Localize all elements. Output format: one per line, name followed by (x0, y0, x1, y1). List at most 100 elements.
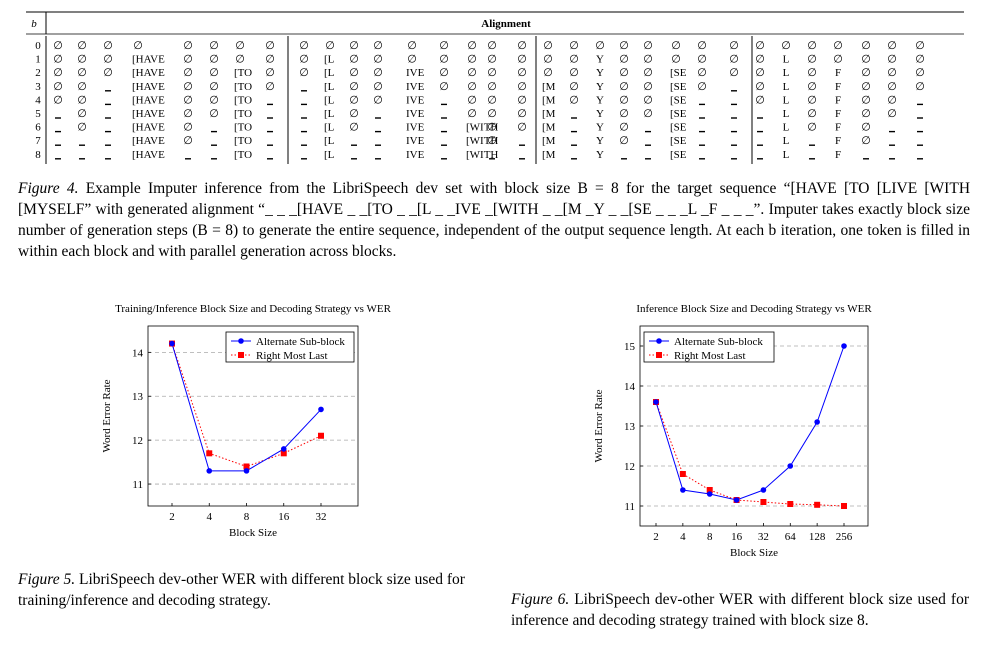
token-cell: IVE (406, 108, 425, 120)
token-cell: ∅ (439, 54, 449, 66)
token-cell: ∅ (729, 54, 739, 66)
table-row: 0 ∅ ∅ ∅ ∅ ∅ ∅ ∅ ∅ ∅ ∅ ∅ ∅ ∅ ∅ ∅ ∅ ∅ ∅ ∅ ∅ ∅ ∅ ∅ ∅ ∅ ∅ ∅ ∅ ∅ ∅ ∅ ∅ (35, 40, 925, 52)
figure-5-caption: Figure 5. LibriSpeech dev-other WER with… (18, 569, 488, 611)
token-cell: ∅ (487, 94, 497, 106)
plot-frame (147, 325, 359, 507)
token-cell: ∅ (373, 81, 383, 93)
token-cell: ∅ (77, 94, 87, 106)
token-cell: Y (596, 122, 604, 134)
chart-title: Inference Block Size and Decoding Strate… (636, 303, 872, 315)
token-cell: F (835, 135, 841, 147)
table-row: 7 [HAVE ∅ [TO [L IVE [WITH∅ [M Y ∅ [SE L F ∅ (35, 135, 923, 147)
data-point-alternate-sub-block (787, 463, 794, 469)
token-cell: ∅ (349, 81, 359, 93)
token-cell: ∅ (887, 94, 897, 106)
data-point-right-most-last (280, 450, 287, 457)
x-tick-label: 4 (680, 531, 686, 543)
token-cell: Y (596, 149, 604, 161)
token-cell: L (783, 122, 790, 134)
data-point-alternate-sub-block (814, 419, 820, 425)
token-cell: ∅ (77, 81, 87, 93)
token-cell: ∅ (235, 40, 245, 52)
data-point-right-most-last (706, 487, 713, 493)
token-cell: ∅ (861, 40, 871, 52)
token-cell: IVE (406, 81, 425, 93)
figure-4-label: Figure 4. (18, 180, 79, 197)
x-tick-label: 2 (169, 511, 175, 523)
token-cell: [TO (234, 122, 252, 134)
token-cell: [L (324, 81, 335, 93)
token-cell: ∅ (209, 54, 219, 66)
token-cell: ∅ (487, 108, 497, 120)
legend-marker (656, 352, 662, 358)
token-cell: ∅ (569, 54, 579, 66)
data-point-right-most-last (814, 501, 821, 508)
token-cell: ∅ (643, 94, 653, 106)
token-cell: ∅ (349, 54, 359, 66)
x-tick-label: 2 (653, 531, 659, 543)
token-cell: [SE (670, 94, 687, 106)
token-cell: [L (324, 94, 335, 106)
token-cell: ∅ (543, 67, 553, 79)
token-cell: ∅ (619, 135, 629, 147)
token-cell: ∅ (755, 40, 765, 52)
series-line-alternate-sub-block (171, 343, 322, 472)
token-cell: ∅ (807, 81, 817, 93)
token-cell: [M (542, 122, 556, 134)
token-cell: ∅ (183, 67, 193, 79)
data-point-right-most-last (760, 499, 767, 505)
token-cell: [WITH (466, 149, 498, 161)
token-cell: ∅ (569, 40, 579, 52)
token-cell: ∅ (325, 40, 335, 52)
token-cell: ∅ (697, 81, 707, 93)
token-cell: ∅ (755, 54, 765, 66)
data-point-alternate-sub-block (169, 340, 175, 347)
y-tick-label: 14 (624, 381, 636, 393)
token-cell: F (835, 94, 841, 106)
token-cell: [M (542, 94, 556, 106)
token-cell: IVE (406, 149, 425, 161)
token-cell: ∅ (77, 122, 87, 134)
token-cell: ∅ (439, 81, 449, 93)
token-cell: ∅ (887, 108, 897, 120)
token-cell: [TO (234, 108, 252, 120)
token-cell: Y (596, 135, 604, 147)
token-cell: ∅ (595, 40, 605, 52)
token-cell: ∅ (103, 67, 113, 79)
y-tick-label: 12 (624, 461, 635, 473)
b-column-header: b (31, 18, 37, 30)
x-axis-label: Block Size (229, 527, 277, 539)
row-b-value: 4 (35, 94, 41, 106)
token-cell: [HAVE (132, 149, 165, 161)
token-cell: F (835, 122, 841, 134)
token-cell: ∅ (807, 54, 817, 66)
token-cell: ∅ (487, 81, 497, 93)
token-cell: [TO (234, 149, 252, 161)
token-cell: Y (596, 81, 604, 93)
y-tick-label: 11 (132, 479, 143, 491)
x-tick-label: 256 (836, 531, 853, 543)
data-point-right-most-last (318, 432, 324, 439)
token-cell: ∅ (915, 54, 925, 66)
legend-box (225, 331, 355, 363)
token-cell: ∅ (373, 40, 383, 52)
token-cell: ∅ (77, 54, 87, 66)
token-cell: [WITH (466, 122, 498, 134)
token-cell: ∅ (517, 94, 527, 106)
data-point-alternate-sub-block (841, 343, 847, 349)
token-cell: ∅ (349, 108, 359, 120)
table-row: 5 ∅ [HAVE ∅ ∅ [TO [L ∅ IVE ∅ ∅ ∅ [M Y ∅ ∅ [SE L ∅ F ∅ ∅ (35, 108, 923, 120)
token-cell: ∅ (373, 67, 383, 79)
row-b-value: 1 (35, 54, 41, 66)
token-cell: ∅ (619, 67, 629, 79)
token-cell: [TO (234, 94, 252, 106)
token-cell: L (783, 108, 790, 120)
token-cell: ∅ (569, 94, 579, 106)
token-cell: ∅ (887, 81, 897, 93)
y-tick-label: 13 (624, 421, 636, 433)
token-cell: ∅ (643, 81, 653, 93)
y-tick-label: 14 (132, 347, 144, 359)
legend-marker (238, 338, 244, 344)
table-row: 6 ∅ [HAVE ∅ [TO [L ∅ IVE [WITH∅ ∅ [M Y ∅ [SE L ∅ F ∅ (35, 122, 923, 134)
